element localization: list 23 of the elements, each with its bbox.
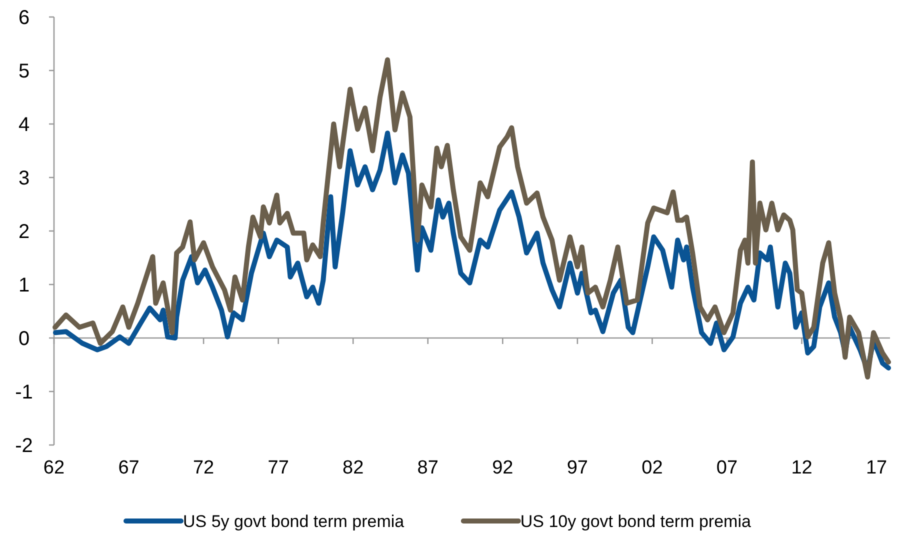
x-tick-label: 07 xyxy=(716,458,738,479)
x-tick-label: 92 xyxy=(492,458,514,479)
y-tick-label: 0 xyxy=(18,328,30,350)
x-tick-label: 12 xyxy=(791,458,812,479)
y-tick-label: 6 xyxy=(18,7,30,29)
y-tick-label: 1 xyxy=(18,274,30,296)
x-tick-label: 97 xyxy=(566,458,588,479)
x-tick-label: 17 xyxy=(866,458,888,479)
legend-label: US 10y govt bond term premia xyxy=(520,512,752,531)
x-tick-label: 62 xyxy=(43,458,65,479)
x-tick-label: 72 xyxy=(192,458,214,479)
legend-label: US 5y govt bond term premia xyxy=(183,512,405,531)
y-tick-label: -2 xyxy=(15,435,33,457)
y-tick-label: 2 xyxy=(18,221,30,243)
x-tick-label: 67 xyxy=(118,458,140,479)
x-tick-label: 77 xyxy=(268,458,289,479)
y-tick-label: 3 xyxy=(18,168,30,190)
y-tick-label: -1 xyxy=(15,382,33,404)
y-tick-label: 4 xyxy=(18,114,30,136)
x-tick-label: 82 xyxy=(342,458,364,479)
x-tick-label: 02 xyxy=(642,458,663,479)
x-tick-label: 87 xyxy=(417,458,438,479)
y-tick-label: 5 xyxy=(18,60,30,82)
